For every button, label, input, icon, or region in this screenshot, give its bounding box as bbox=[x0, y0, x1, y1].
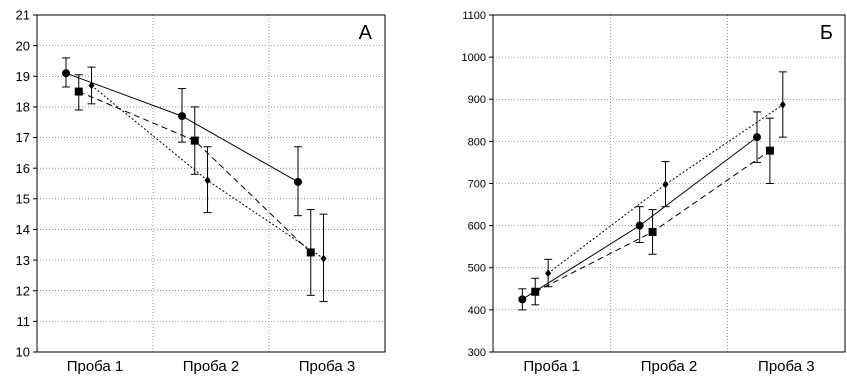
data-point-circle bbox=[753, 133, 761, 142]
data-point-square bbox=[74, 87, 83, 96]
y-tick-label: 900 bbox=[468, 94, 486, 106]
data-point-square bbox=[531, 287, 540, 296]
y-tick-label: 12 bbox=[16, 283, 30, 298]
y-tick-label: 1100 bbox=[462, 10, 486, 22]
x-tick-label: Проба 2 bbox=[641, 358, 698, 375]
data-point-diamond bbox=[662, 180, 669, 189]
series-line-diamond bbox=[547, 104, 784, 274]
y-tick-label: 11 bbox=[17, 314, 31, 329]
y-tick-label: 300 bbox=[468, 347, 486, 359]
y-tick-label: 1000 bbox=[462, 52, 486, 64]
panel-label: А bbox=[359, 22, 373, 44]
plot-frame bbox=[492, 14, 846, 353]
y-tick-label: 13 bbox=[16, 253, 30, 268]
y-tick-label: 10 bbox=[16, 345, 30, 360]
panel-label: Б bbox=[820, 22, 833, 44]
chart-panel-a: 10 11 12 13 14 15 16 17 18 19 20 21 Проба 1 Проба 2 Пр… bbox=[16, 8, 386, 375]
y-tick-label: 400 bbox=[468, 305, 486, 317]
x-tick-label: Проба 1 bbox=[67, 358, 124, 375]
y-tick-label: 600 bbox=[468, 221, 486, 233]
data-point-circle bbox=[635, 221, 644, 230]
data-point-diamond bbox=[779, 100, 786, 109]
chart-panel-b: 300 400 500 600 700 800 900 1000 1100 Проба 1 Проб… bbox=[462, 10, 846, 375]
data-point-square bbox=[306, 248, 315, 257]
y-tick-label: 14 bbox=[16, 222, 30, 237]
data-point-circle bbox=[294, 177, 302, 186]
y-tick-label: 18 bbox=[16, 100, 30, 115]
y-tick-label: 15 bbox=[16, 191, 30, 206]
data-point-square bbox=[190, 136, 199, 145]
data-point-square bbox=[765, 146, 774, 155]
y-tick-label: 800 bbox=[468, 136, 486, 148]
y-tick-label: 700 bbox=[468, 178, 486, 190]
data-point-square bbox=[648, 227, 657, 236]
data-point-diamond bbox=[545, 269, 552, 278]
x-tick-label: Проба 2 bbox=[183, 358, 240, 375]
y-tick-label: 21 bbox=[16, 8, 30, 23]
y-tick-label: 500 bbox=[468, 263, 486, 275]
y-tick-label: 19 bbox=[16, 69, 30, 84]
y-tick-label: 16 bbox=[16, 161, 30, 176]
x-tick-label: Проба 3 bbox=[299, 358, 356, 375]
data-point-circle bbox=[178, 112, 186, 121]
data-point-diamond bbox=[204, 176, 211, 185]
data-point-diamond bbox=[88, 81, 95, 90]
x-tick-label: Проба 3 bbox=[758, 358, 815, 375]
y-tick-label: 17 bbox=[16, 130, 30, 145]
plot-frame bbox=[36, 14, 386, 353]
data-point-circle bbox=[518, 295, 527, 304]
y-tick-label: 20 bbox=[16, 38, 30, 53]
data-point-diamond bbox=[320, 254, 327, 263]
x-tick-label: Проба 1 bbox=[523, 358, 580, 375]
data-point-circle bbox=[62, 69, 70, 78]
